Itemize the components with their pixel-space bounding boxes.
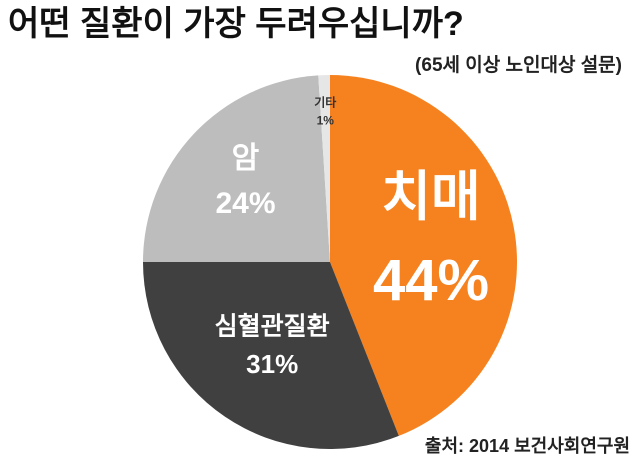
value-label: 1% xyxy=(317,114,335,128)
slice-label: 암 xyxy=(232,142,260,175)
value-label: 31% xyxy=(246,349,298,379)
slice-label: 치매 xyxy=(381,167,480,227)
slice-label: 심혈관질환 xyxy=(215,313,330,341)
pie-slice xyxy=(143,262,399,450)
value-label: 44% xyxy=(373,248,489,313)
pie-slice xyxy=(318,75,330,262)
pie-slice xyxy=(330,75,518,436)
pie-slice xyxy=(143,75,330,262)
value-label: 24% xyxy=(215,187,275,220)
chart-subtitle: (65세 이상 노인대상 설문) xyxy=(415,54,622,76)
chart-title: 어떤 질환이 가장 두려우십니까? xyxy=(8,5,464,43)
slice-label: 기타 xyxy=(314,95,336,110)
source-note: 출처: 2014 보건사회연구원 xyxy=(425,436,630,456)
